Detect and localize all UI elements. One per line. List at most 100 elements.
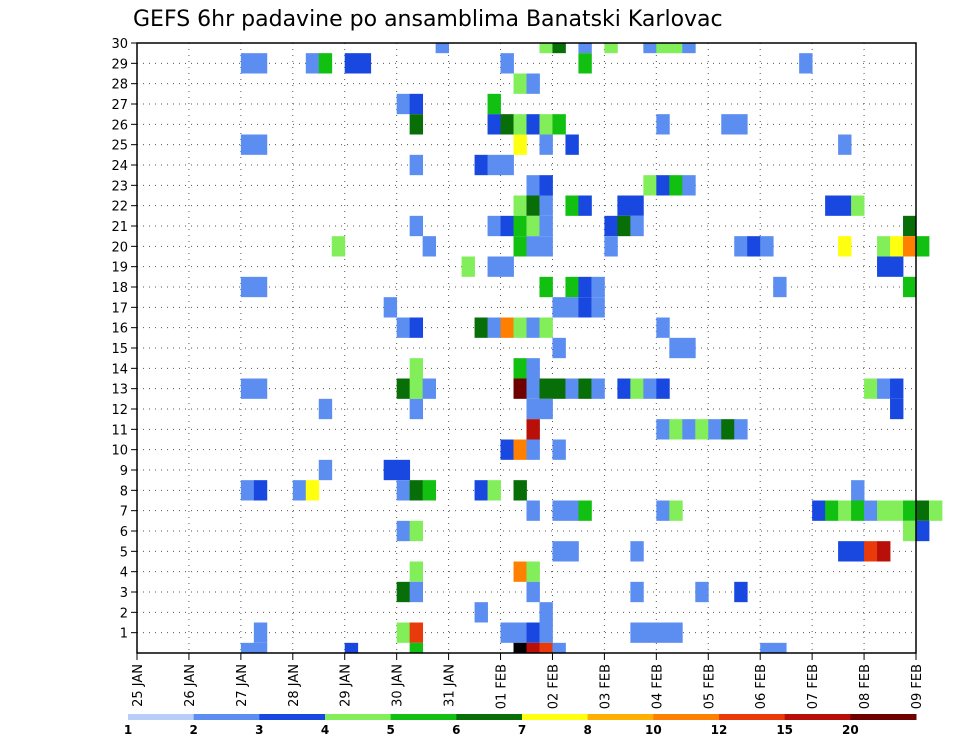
- data-cell: [396, 93, 411, 115]
- data-cell: [721, 419, 735, 440]
- data-cell: [500, 215, 514, 237]
- data-cell: [513, 215, 527, 237]
- data-cell: [578, 195, 592, 216]
- data-cell: [409, 520, 424, 542]
- data-cell: [916, 236, 930, 257]
- x-tick-label: 08 FEB: [858, 664, 873, 709]
- data-cell: [903, 236, 917, 257]
- data-cell: [565, 297, 579, 318]
- data-cell: [500, 439, 514, 460]
- data-cell: [383, 459, 398, 481]
- data-cell: [903, 276, 917, 298]
- data-cell: [487, 317, 501, 338]
- data-cell: [851, 480, 865, 501]
- y-tick-label: 22: [111, 200, 128, 215]
- data-cell: [539, 317, 553, 338]
- legend-label: 5: [386, 723, 394, 737]
- data-cell: [656, 622, 670, 643]
- data-cell: [591, 378, 605, 399]
- data-cell: [461, 256, 475, 277]
- data-cell: [838, 541, 852, 562]
- data-cell: [526, 439, 540, 460]
- legend-swatch: [719, 714, 786, 720]
- data-cell: [344, 642, 359, 653]
- data-cell: [799, 53, 813, 74]
- data-cell: [578, 276, 592, 298]
- data-cell: [656, 317, 670, 338]
- legend-swatch: [784, 714, 851, 720]
- data-cell: [513, 561, 527, 582]
- y-tick-label: 12: [111, 403, 128, 418]
- data-cell: [539, 398, 553, 420]
- legend-label: 2: [189, 723, 197, 737]
- data-cell: [552, 378, 566, 399]
- data-cell: [500, 622, 514, 643]
- data-cell: [513, 195, 527, 216]
- data-cell: [526, 500, 540, 521]
- data-cell: [253, 622, 268, 643]
- data-cell: [617, 378, 631, 399]
- data-cell: [747, 236, 761, 257]
- data-cell: [656, 378, 670, 399]
- data-cell: [864, 541, 878, 562]
- data-cell: [617, 215, 631, 237]
- data-cell: [474, 317, 488, 338]
- data-cell: [721, 114, 735, 135]
- y-tick-label: 4: [120, 566, 128, 581]
- y-tick-label: 7: [120, 505, 128, 520]
- y-tick-label: 14: [111, 362, 128, 377]
- data-cell: [305, 53, 320, 74]
- data-cell: [526, 561, 540, 582]
- data-cell: [422, 480, 437, 501]
- data-cell: [539, 175, 553, 196]
- data-cell: [643, 378, 657, 399]
- data-cell: [240, 642, 255, 653]
- data-cell: [565, 378, 579, 399]
- data-cell: [877, 541, 891, 562]
- data-cell: [409, 93, 424, 115]
- data-cell: [565, 276, 579, 298]
- data-cell: [838, 236, 852, 257]
- y-tick-label: 23: [111, 179, 128, 194]
- data-cell: [825, 195, 839, 216]
- data-cell: [318, 459, 333, 481]
- data-cell: [253, 134, 268, 155]
- x-tick-label: 04 FEB: [650, 664, 665, 709]
- data-cell: [240, 480, 255, 501]
- data-cells: [240, 43, 943, 653]
- data-cell: [539, 236, 553, 257]
- data-cell: [409, 561, 424, 582]
- y-tick-label: 15: [111, 342, 128, 357]
- legend-swatch: [850, 714, 917, 720]
- data-cell: [396, 459, 411, 481]
- data-cell: [552, 439, 566, 460]
- legend-label: 20: [842, 723, 859, 737]
- x-tick-label: 09 FEB: [910, 664, 925, 709]
- legend-swatch: [325, 714, 392, 720]
- data-cell: [864, 500, 878, 521]
- legend-swatch: [587, 714, 654, 720]
- data-cell: [864, 378, 878, 399]
- data-cell: [253, 53, 268, 74]
- data-cell: [240, 378, 255, 399]
- x-tick-label: 02 FEB: [546, 664, 561, 709]
- legend-label: 8: [583, 723, 591, 737]
- data-cell: [682, 337, 696, 359]
- data-cell: [773, 276, 787, 298]
- data-cell: [409, 581, 424, 603]
- x-tick-label: 05 FEB: [702, 664, 717, 709]
- data-cell: [734, 114, 748, 135]
- data-cell: [669, 337, 683, 359]
- data-cell: [838, 500, 852, 521]
- data-cell: [604, 43, 618, 54]
- data-cell: [682, 419, 696, 440]
- legend-swatch: [456, 714, 523, 720]
- data-cell: [825, 500, 839, 521]
- data-cell: [578, 500, 592, 521]
- data-cell: [409, 622, 424, 643]
- data-cell: [928, 500, 943, 521]
- y-tick-label: 18: [111, 281, 128, 296]
- y-tick-label: 11: [111, 423, 128, 438]
- data-cell: [838, 134, 852, 155]
